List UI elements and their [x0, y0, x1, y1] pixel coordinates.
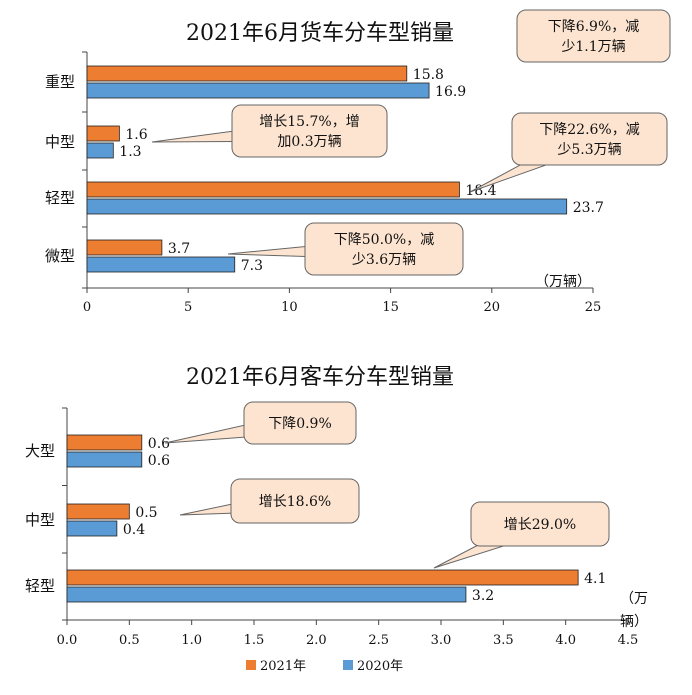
- truck-x-tick-label: 15: [382, 300, 399, 315]
- truck-bar-2021: [86, 125, 120, 142]
- truck-callout-fill: [233, 106, 386, 156]
- bus-x-tick-label: 1.0: [181, 633, 202, 648]
- bus-bar-2021: [66, 569, 579, 586]
- bus-x-tick-label: 3.5: [493, 633, 514, 648]
- legend-label-2020: 2020年: [357, 659, 403, 674]
- truck-chart-unit-label: （万辆）: [535, 274, 591, 290]
- truck-callout-fill: [306, 224, 462, 274]
- bus-category-label: 轻型: [25, 577, 55, 595]
- bus-x-tick-label: 0.5: [119, 633, 140, 648]
- truck-category-label: 轻型: [45, 189, 75, 207]
- truck-value-label-2021: 15.8: [413, 67, 444, 83]
- truck-value-label-2020: 23.7: [573, 200, 604, 216]
- legend: 2021年 2020年: [246, 659, 403, 674]
- truck-callout-fill: [518, 11, 669, 61]
- bus-sales-chart: 2021年6月客车分车型销量 0.0 0.5 1.0 1.5 2.0 2.5 3.0 3.5 4…: [25, 365, 648, 648]
- truck-value-label-2021: 3.7: [168, 241, 190, 257]
- truck-chart-marks: 0 5 10 15 20 25 重型 15.816.9 中型 1.61.3 轻型 18.4 23.7 微型…: [45, 9, 671, 315]
- truck-bar-2021: [86, 181, 460, 198]
- truck-category-label: 中型: [45, 133, 75, 151]
- truck-callout-fill: [513, 114, 666, 164]
- legend-label-2021: 2021年: [260, 659, 306, 674]
- bus-callout-text: 增长18.6%: [259, 494, 331, 510]
- bus-chart-unit-label-line2: 辆）: [620, 614, 648, 630]
- truck-x-tick-label: 20: [484, 300, 501, 315]
- bus-callout-fill: [232, 480, 358, 522]
- truck-callout-text: 下降6.9%，减: [548, 19, 640, 35]
- truck-sales-chart: 2021年6月货车分车型销量 0 5 10 15 20 25 重型 15.816.9 中型 1.6…: [45, 9, 671, 315]
- bus-x-tick-label: 4.0: [555, 633, 576, 648]
- bus-x-tick-label: 3.0: [431, 633, 452, 648]
- bus-value-label-2020: 0.6: [148, 453, 170, 469]
- truck-callout-text: 下降22.6%，减: [539, 122, 639, 138]
- truck-value-label-2021: 18.4: [465, 183, 496, 199]
- legend-swatch-2021: [246, 660, 256, 670]
- bus-callout-fill: [472, 503, 608, 545]
- truck-bar-2020: [86, 142, 114, 159]
- truck-callout-text: 增长15.7%，增: [259, 114, 359, 130]
- truck-callout-text: 加0.3万辆: [277, 134, 341, 150]
- bus-bar-2020: [66, 520, 118, 537]
- bus-value-label-2021: 4.1: [584, 571, 606, 587]
- bus-callout-text: 下降0.9%: [268, 416, 332, 432]
- truck-category-label: 重型: [45, 73, 75, 91]
- truck-callout-text: 少3.6万辆: [352, 252, 416, 268]
- bus-value-label-2021: 0.5: [135, 505, 157, 521]
- truck-value-label-2020: 7.3: [241, 258, 263, 274]
- bus-bar-2020: [66, 451, 143, 468]
- bus-category-label: 中型: [25, 511, 55, 529]
- bus-chart-unit-label-line1: （万: [620, 591, 648, 607]
- truck-bar-2020: [86, 198, 568, 215]
- truck-callout-text: 少1.1万辆: [561, 39, 625, 55]
- bus-value-label-2021: 0.6: [148, 436, 170, 452]
- truck-value-label-2020: 1.3: [119, 144, 141, 160]
- truck-callout-text: 少5.3万辆: [557, 142, 621, 158]
- bus-callout-fill: [245, 403, 355, 443]
- bus-callout-text: 增长29.0%: [504, 517, 576, 533]
- truck-x-tick-label: 5: [184, 300, 192, 315]
- bus-x-tick-label: 4.5: [618, 633, 639, 648]
- truck-chart-title: 2021年6月货车分车型销量: [186, 21, 454, 46]
- bus-chart-title: 2021年6月客车分车型销量: [186, 365, 454, 390]
- truck-value-label-2021: 1.6: [125, 127, 147, 143]
- bus-x-tick-label: 0.0: [57, 633, 78, 648]
- bus-x-tick-label: 1.5: [244, 633, 265, 648]
- truck-callout-text: 下降50.0%，减: [334, 232, 434, 248]
- truck-bar-2021: [86, 239, 163, 256]
- bus-x-tick-label: 2.5: [368, 633, 389, 648]
- truck-bar-2020: [86, 82, 430, 99]
- bus-chart-marks: 0.0 0.5 1.0 1.5 2.0 2.5 3.0 3.5 4.0 4.5 大型 0.60.6 中型…: [25, 401, 639, 648]
- bus-bar-2021: [66, 503, 130, 520]
- truck-x-tick-label: 25: [585, 300, 602, 315]
- bus-value-label-2020: 3.2: [472, 588, 494, 604]
- bus-bar-2020: [66, 586, 467, 603]
- bus-x-tick-label: 2.0: [306, 633, 327, 648]
- truck-x-tick-label: 10: [281, 300, 298, 315]
- truck-x-tick-label: 0: [83, 300, 91, 315]
- truck-bar-2020: [86, 256, 236, 273]
- bus-value-label-2020: 0.4: [123, 522, 145, 538]
- bus-category-label: 大型: [25, 442, 55, 460]
- truck-category-label: 微型: [45, 247, 75, 265]
- truck-value-label-2020: 16.9: [435, 84, 466, 100]
- legend-swatch-2020: [343, 660, 353, 670]
- bus-bar-2021: [66, 434, 143, 451]
- truck-bar-2021: [86, 65, 408, 82]
